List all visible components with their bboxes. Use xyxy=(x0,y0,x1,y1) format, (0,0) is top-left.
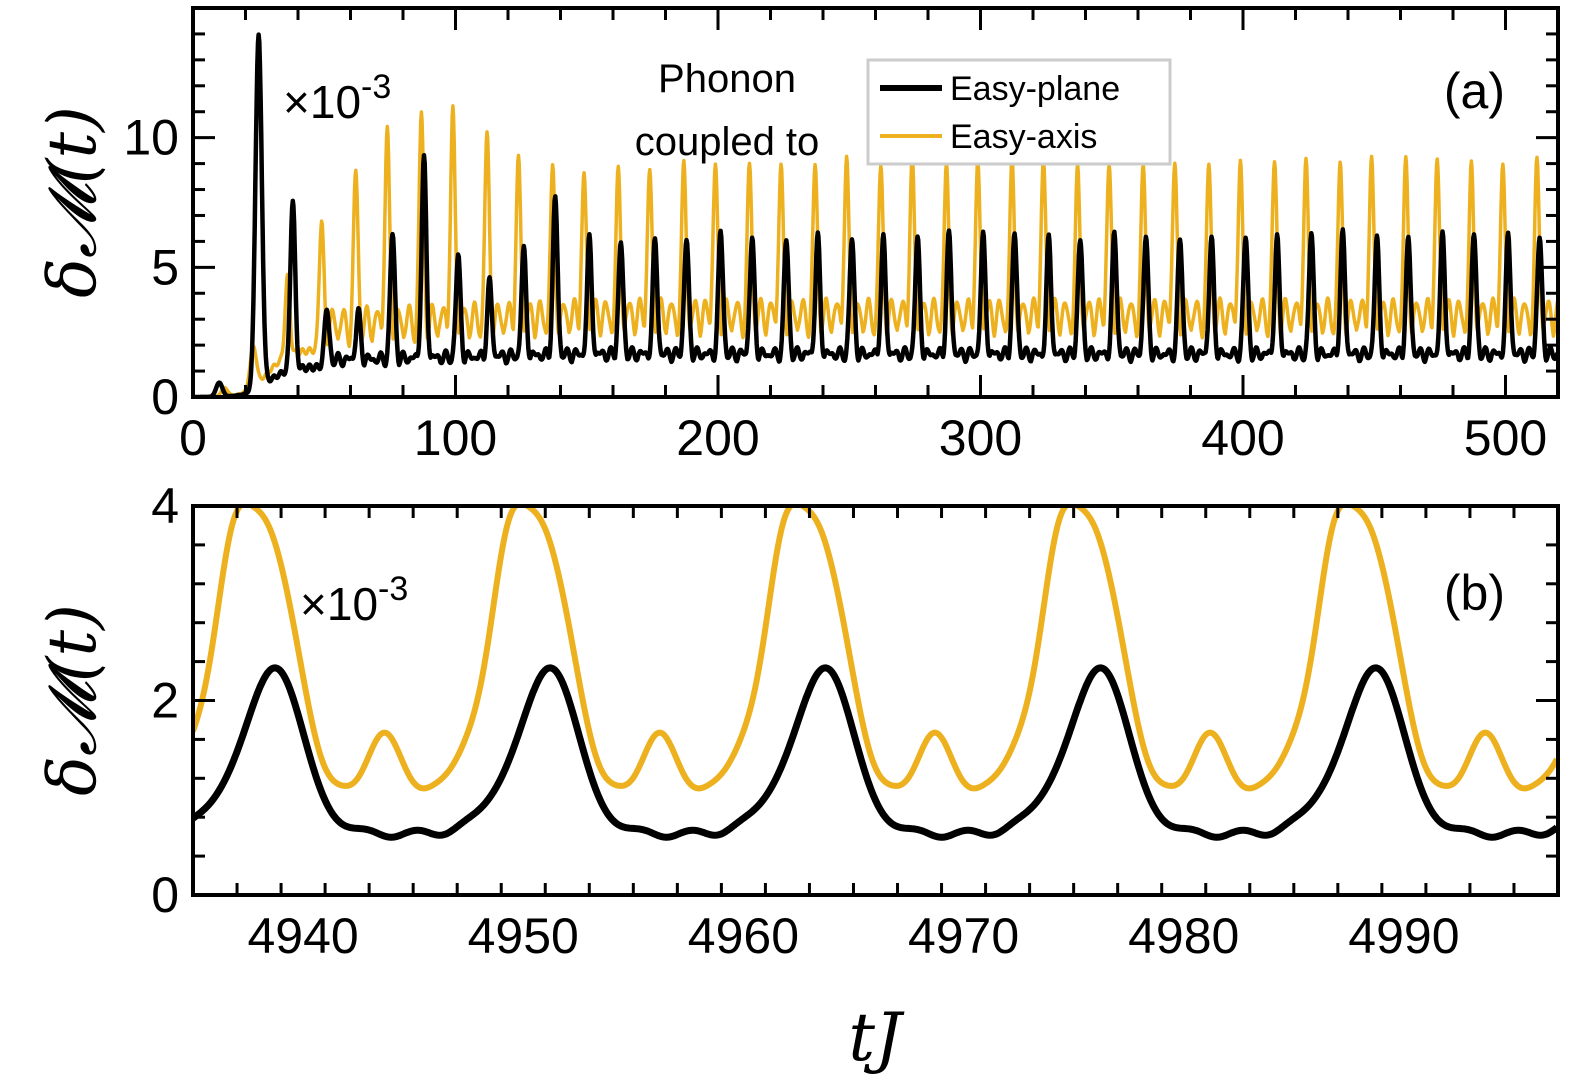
panel-a-plot-area xyxy=(193,32,1558,397)
panel-b-x-tick-label: 4960 xyxy=(688,908,799,964)
panel-b-y-axis-label: δ𝓜(t) xyxy=(34,604,111,796)
series-line-easy-plane-b xyxy=(193,664,1558,841)
legend-entry-easy-plane: Easy-plane xyxy=(950,70,1120,108)
panel-a-frame xyxy=(191,6,1560,399)
panel-a-scale-factor: ×10-3 xyxy=(283,68,391,128)
panel-a-ticks: 0 100 200 300 400 500 0 5 10 xyxy=(123,8,1558,466)
panel-b-x-tick-label: 4950 xyxy=(468,908,579,964)
panel-b-tag: (b) xyxy=(1444,565,1505,621)
panel-b-y-tick-label: 2 xyxy=(151,673,179,729)
panel-b-x-tick-label: 4940 xyxy=(247,908,358,964)
panel-b-x-tick-label: 4980 xyxy=(1128,908,1239,964)
panel-b-frame xyxy=(191,504,1560,897)
panel-a-x-tick-label: 0 xyxy=(179,410,207,466)
panel-a-y-axis-label: δ𝓜(t) xyxy=(34,106,111,298)
panel-a-tag: (a) xyxy=(1444,63,1505,119)
panel-b-y-tick-label: 4 xyxy=(151,478,179,534)
panel-a-y-tick-label: 5 xyxy=(151,239,179,295)
panel-a-y-tick-label: 0 xyxy=(151,369,179,425)
panel-b-x-axis-label: tJ xyxy=(849,999,906,1076)
panel-b-y-tick-label: 0 xyxy=(151,867,179,923)
panel-b-x-tick-label: 4990 xyxy=(1348,908,1459,964)
panel-a: 0 100 200 300 400 500 0 5 10 (a) ×10-3 δ𝓜(t) Pho… xyxy=(34,6,1560,466)
panel-b-x-tick-label: 4970 xyxy=(908,908,1019,964)
legend-entry-easy-axis: Easy-axis xyxy=(950,118,1097,156)
panel-a-x-tick-label: 300 xyxy=(939,410,1022,466)
panel-a-x-tick-label: 500 xyxy=(1464,410,1547,466)
legend-box xyxy=(866,58,1172,166)
legend-title-line1: Phonon xyxy=(658,57,796,101)
legend: Phonon coupled to Easy-plane Easy-axis xyxy=(635,57,1172,166)
panel-a-y-tick-label: 10 xyxy=(123,110,179,166)
legend-title-line2: coupled to xyxy=(635,120,820,164)
panel-b-plot-area xyxy=(193,506,1558,841)
series-line-easy-axis-a xyxy=(193,104,1558,397)
panel-b-scale-factor: ×10-3 xyxy=(300,570,408,630)
series-line-easy-plane-a xyxy=(193,32,1558,397)
panel-a-x-tick-label: 400 xyxy=(1201,410,1284,466)
panel-a-x-tick-label: 200 xyxy=(676,410,759,466)
series-line-easy-axis-b xyxy=(193,506,1558,792)
panel-a-x-tick-label: 100 xyxy=(414,410,497,466)
panel-b: 4940 4950 4960 4970 4980 4990 0 2 4 (b) ×10-3 δ𝓜… xyxy=(34,478,1560,1076)
